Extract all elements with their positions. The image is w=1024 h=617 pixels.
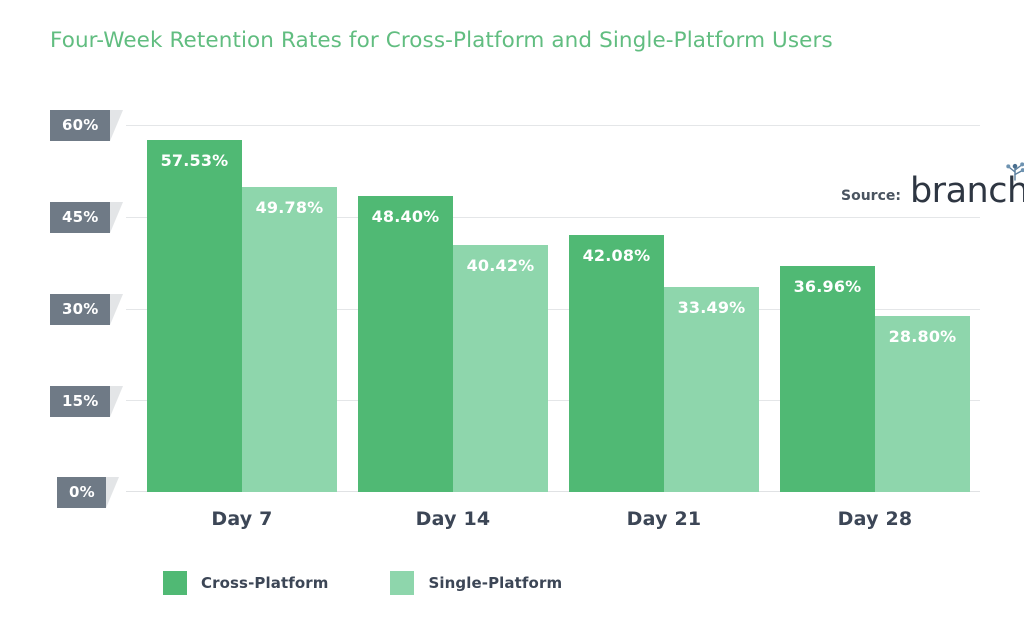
- legend-item-single-platform[interactable]: Single-Platform: [390, 571, 562, 595]
- legend-swatch-icon: [390, 571, 415, 595]
- y-axis-tick-label-30: 30%: [50, 294, 110, 325]
- legend-swatch-icon: [163, 571, 187, 595]
- bar-value-label: 57.53%: [160, 151, 229, 170]
- y-axis-tag-fold: [109, 294, 123, 325]
- y-axis-tick-60: 60%: [50, 110, 123, 141]
- gridline-30: [126, 309, 980, 310]
- y-axis-tick-label-60: 60%: [50, 110, 110, 141]
- chart-title: Four-Week Retention Rates for Cross-Plat…: [50, 28, 833, 53]
- legend-label: Single-Platform: [428, 574, 563, 592]
- bar-value-label: 48.40%: [371, 207, 440, 226]
- bar-value-label: 42.08%: [582, 246, 651, 265]
- bar-cross-platform-day-21[interactable]: 42.08%: [569, 235, 664, 492]
- x-axis-label-day-21: Day 21: [626, 508, 702, 530]
- y-axis-tag-fold: [109, 202, 123, 233]
- plot-area: 57.53% 49.78% 48.40% 40.42% 42.08% 33.49…: [126, 125, 980, 492]
- bar-cross-platform-day-28[interactable]: 36.96%: [780, 266, 875, 492]
- gridline-0-baseline: [126, 491, 980, 492]
- y-axis-tag-fold: [109, 386, 123, 417]
- bar-single-platform-day-14[interactable]: 40.42%: [453, 245, 548, 492]
- source-attribution: Source: branch: [841, 162, 1024, 211]
- gridline-15: [126, 400, 980, 401]
- y-axis-tick-label-15: 15%: [50, 386, 110, 417]
- y-axis-tag-fold: [109, 110, 123, 141]
- y-axis-tick-0: 0%: [57, 477, 119, 508]
- bar-single-platform-day-7[interactable]: 49.78%: [242, 187, 337, 492]
- y-axis-tick-45: 45%: [50, 202, 123, 233]
- bar-value-label: 36.96%: [793, 277, 862, 296]
- y-axis-tag-fold: [105, 477, 119, 508]
- bar-single-platform-day-21[interactable]: 33.49%: [664, 287, 759, 492]
- y-axis-tick-label-0: 0%: [57, 477, 106, 508]
- y-axis-tick-15: 15%: [50, 386, 123, 417]
- x-axis-label-day-7: Day 7: [211, 508, 273, 530]
- bar-value-label: 28.80%: [888, 327, 957, 346]
- branch-wordmark: branch: [909, 171, 1024, 211]
- bar-single-platform-day-28[interactable]: 28.80%: [875, 316, 970, 492]
- bar-cross-platform-day-7[interactable]: 57.53%: [147, 140, 242, 492]
- y-axis-tick-30: 30%: [50, 294, 123, 325]
- x-axis-label-day-14: Day 14: [415, 508, 491, 530]
- bar-value-label: 33.49%: [677, 298, 746, 317]
- bar-cross-platform-day-14[interactable]: 48.40%: [358, 196, 453, 492]
- sprout-icon: [1005, 162, 1024, 181]
- source-label: Source:: [841, 188, 901, 204]
- legend-item-cross-platform[interactable]: Cross-Platform: [163, 571, 328, 595]
- legend-label: Cross-Platform: [201, 574, 329, 592]
- gridline-45: [126, 217, 980, 218]
- bar-value-label: 40.42%: [466, 256, 535, 275]
- bar-value-label: 49.78%: [255, 198, 324, 217]
- y-axis-tick-label-45: 45%: [50, 202, 110, 233]
- chart-legend: Cross-Platform Single-Platform: [163, 571, 624, 595]
- x-axis-label-day-28: Day 28: [837, 508, 913, 530]
- branch-logo: branch: [909, 162, 1024, 211]
- gridline-60: [126, 125, 980, 126]
